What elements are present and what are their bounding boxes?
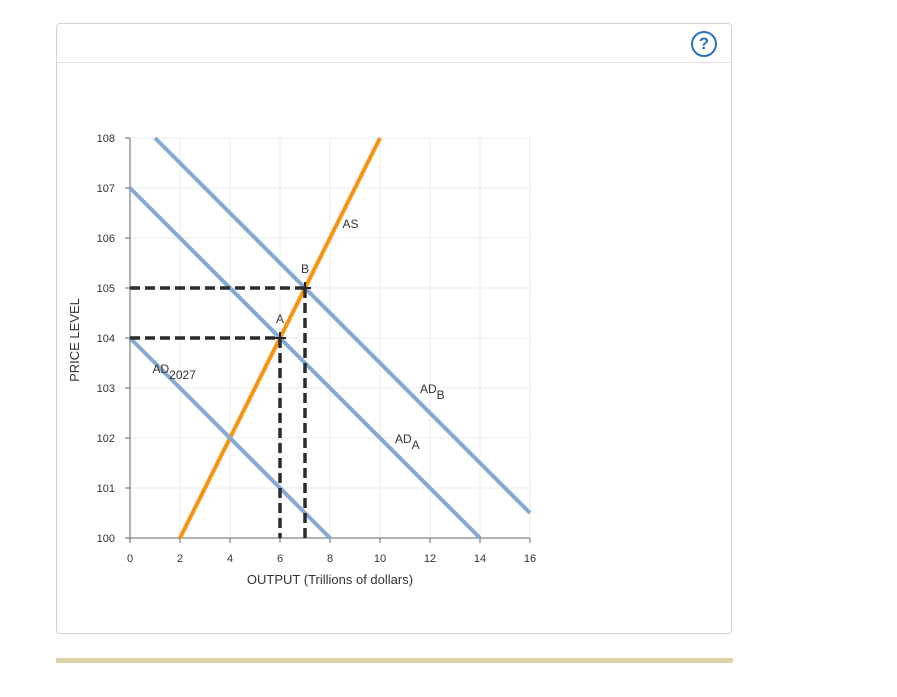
y-tick-label: 106 <box>97 233 115 245</box>
x-tick-label: 12 <box>424 553 436 565</box>
y-tick-label: 103 <box>97 383 115 395</box>
x-axis-label: OUTPUT (Trillions of dollars) <box>247 572 413 587</box>
y-axis-label: PRICE LEVEL <box>67 298 82 382</box>
series-adb <box>153 136 532 515</box>
label-ada: ADA <box>395 432 420 452</box>
help-icon[interactable]: ? <box>691 31 717 57</box>
x-tick-label: 4 <box>227 553 233 565</box>
y-tick-label: 107 <box>97 183 115 195</box>
label-adb: ADB <box>420 382 445 402</box>
series-ad2027 <box>128 336 332 540</box>
chart-labels: AS AD2027 ADA ADB A B <box>153 217 445 452</box>
y-tick-label: 105 <box>97 283 115 295</box>
bottom-divider <box>56 658 733 663</box>
chart-guides <box>130 286 307 538</box>
question-panel: ? <box>56 23 732 634</box>
y-tick-label: 102 <box>97 433 115 445</box>
y-tick-label: 108 <box>97 133 115 145</box>
label-as: AS <box>343 217 359 231</box>
x-tick-label: 14 <box>474 553 486 565</box>
label-ad2027: AD2027 <box>153 362 197 382</box>
x-tick-label: 8 <box>327 553 333 565</box>
x-tick-label: 6 <box>277 553 283 565</box>
label-point-b: B <box>301 262 309 276</box>
label-point-a: A <box>276 312 284 326</box>
y-tick-label: 104 <box>97 333 115 345</box>
y-tick-label: 101 <box>97 483 115 495</box>
x-tick-label: 10 <box>374 553 386 565</box>
panel-header-divider <box>57 62 731 63</box>
x-tick-label: 16 <box>524 553 536 565</box>
chart-axes: 0 2 4 6 8 10 12 14 16 100 101 102 103 104 105 106 107 108 <box>97 133 536 565</box>
y-tick-label: 100 <box>97 533 115 545</box>
x-tick-label: 2 <box>177 553 183 565</box>
x-tick-label: 0 <box>127 553 133 565</box>
